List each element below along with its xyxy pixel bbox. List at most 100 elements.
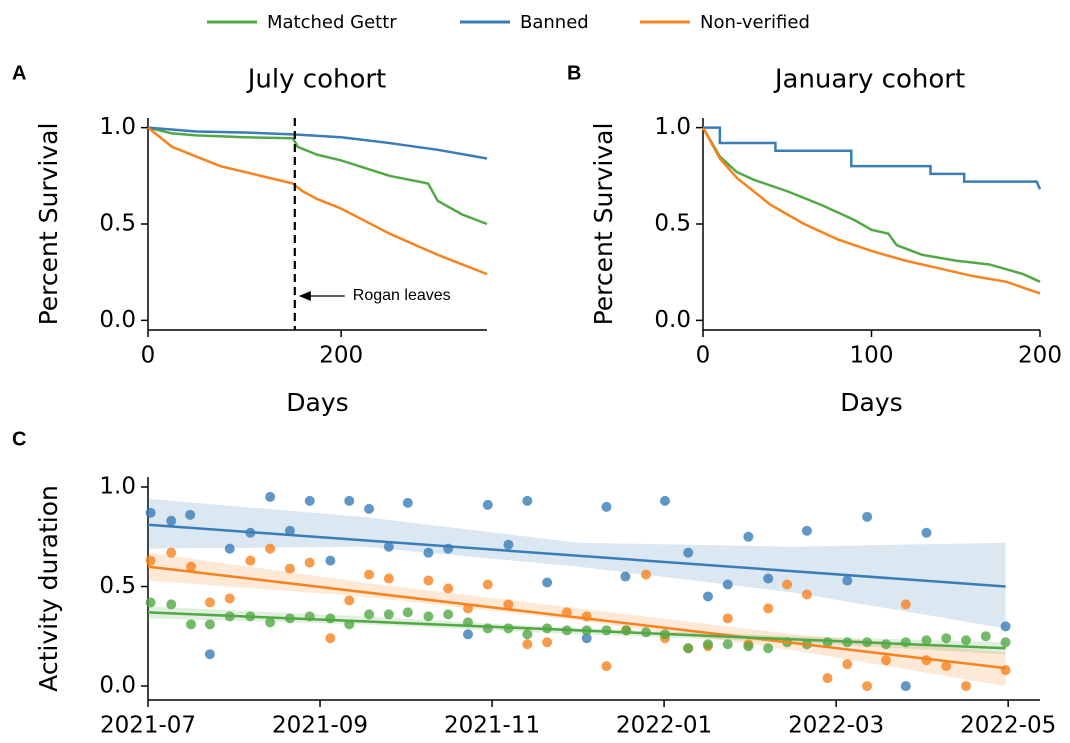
confidence-band bbox=[148, 498, 1006, 629]
data-point bbox=[862, 681, 873, 692]
data-point bbox=[462, 629, 473, 640]
data-point bbox=[503, 599, 514, 610]
data-point bbox=[722, 613, 733, 624]
x-tick-label: 0 bbox=[141, 343, 156, 369]
data-point bbox=[304, 557, 315, 568]
data-point bbox=[284, 525, 295, 536]
panel-letter: B bbox=[567, 62, 581, 84]
data-point bbox=[921, 635, 932, 646]
data-point bbox=[423, 575, 434, 586]
x-tick-label: 2021-11 bbox=[444, 713, 540, 739]
data-point bbox=[482, 499, 493, 510]
survival-line bbox=[147, 126, 488, 160]
data-point bbox=[145, 507, 156, 518]
data-point bbox=[881, 655, 892, 666]
data-point bbox=[325, 633, 336, 644]
data-point bbox=[601, 501, 612, 512]
data-point bbox=[641, 569, 652, 580]
trend-line bbox=[147, 611, 1006, 650]
y-tick-label: 1.0 bbox=[99, 473, 136, 499]
data-point bbox=[542, 637, 553, 648]
y-axis-label: Percent Survival bbox=[589, 123, 618, 326]
data-point bbox=[763, 603, 774, 614]
data-point bbox=[921, 527, 932, 538]
data-point bbox=[900, 681, 911, 692]
data-point bbox=[522, 639, 533, 650]
data-point bbox=[383, 573, 394, 584]
y-tick-label: 0.5 bbox=[99, 211, 136, 237]
x-tick-label: 200 bbox=[1018, 343, 1062, 369]
data-point bbox=[941, 633, 952, 644]
y-axis-label: Activity duration bbox=[34, 485, 63, 692]
data-point bbox=[364, 609, 375, 620]
x-tick-label: 200 bbox=[319, 343, 363, 369]
trend-line bbox=[147, 565, 1006, 670]
x-tick-label: 100 bbox=[850, 343, 894, 369]
data-point bbox=[601, 661, 612, 672]
x-tick-label: 2022-01 bbox=[616, 713, 712, 739]
data-point bbox=[166, 547, 177, 558]
y-tick-label: 0.5 bbox=[99, 573, 136, 599]
data-point bbox=[801, 589, 812, 600]
data-point bbox=[801, 525, 812, 536]
data-point bbox=[980, 631, 991, 642]
legend-label: Banned bbox=[520, 12, 589, 33]
survival-line bbox=[701, 127, 1041, 283]
x-axis-label: Days bbox=[286, 388, 348, 417]
y-tick-label: 0.0 bbox=[99, 307, 136, 333]
data-point bbox=[900, 637, 911, 648]
data-point bbox=[900, 599, 911, 610]
annotation-text: Rogan leaves bbox=[353, 287, 451, 304]
data-point bbox=[423, 611, 434, 622]
x-tick-label: 2021-07 bbox=[100, 713, 196, 739]
y-tick-label: 1.0 bbox=[99, 114, 136, 140]
legend-label: Non-verified bbox=[700, 12, 810, 33]
data-point bbox=[1000, 637, 1011, 648]
data-point bbox=[325, 555, 336, 566]
data-point bbox=[166, 515, 177, 526]
y-tick-label: 0.0 bbox=[654, 307, 691, 333]
data-point bbox=[522, 495, 533, 506]
trend-line bbox=[147, 523, 1006, 588]
survival-line bbox=[147, 126, 488, 276]
data-point bbox=[620, 571, 631, 582]
x-tick-label: 2022-05 bbox=[960, 713, 1056, 739]
data-point bbox=[722, 639, 733, 650]
data-point bbox=[542, 577, 553, 588]
survival-line bbox=[147, 126, 488, 226]
data-point bbox=[763, 643, 774, 654]
annotation-arrowhead bbox=[298, 291, 311, 301]
data-point bbox=[245, 555, 256, 566]
data-point bbox=[204, 597, 215, 608]
data-point bbox=[862, 511, 873, 522]
data-point bbox=[145, 597, 156, 608]
panel-letter: A bbox=[12, 62, 26, 84]
panel: A July cohort 0.0 0.5 1.0 0 200 Days Percent Sur… bbox=[12, 62, 488, 417]
data-point bbox=[224, 593, 235, 604]
data-point bbox=[659, 495, 670, 506]
data-point bbox=[842, 659, 853, 670]
data-point bbox=[265, 617, 276, 628]
data-point bbox=[364, 569, 375, 580]
y-tick-label: 1.0 bbox=[654, 114, 691, 140]
panel-letter: C bbox=[12, 428, 26, 450]
y-tick-label: 0.5 bbox=[654, 211, 691, 237]
data-point bbox=[842, 575, 853, 586]
data-point bbox=[204, 619, 215, 630]
data-point bbox=[145, 555, 156, 566]
panel-title: January cohort bbox=[773, 65, 965, 95]
data-point bbox=[402, 497, 413, 508]
data-point bbox=[941, 661, 952, 672]
data-point bbox=[482, 623, 493, 634]
data-point bbox=[265, 491, 276, 502]
data-point bbox=[344, 495, 355, 506]
data-point bbox=[743, 531, 754, 542]
data-point bbox=[383, 609, 394, 620]
data-point bbox=[443, 583, 454, 594]
x-tick-label: 0 bbox=[696, 343, 711, 369]
data-point bbox=[402, 607, 413, 618]
panel-title: July cohort bbox=[246, 65, 387, 95]
survival-line bbox=[701, 127, 1041, 295]
x-axis-label: Days bbox=[840, 388, 902, 417]
